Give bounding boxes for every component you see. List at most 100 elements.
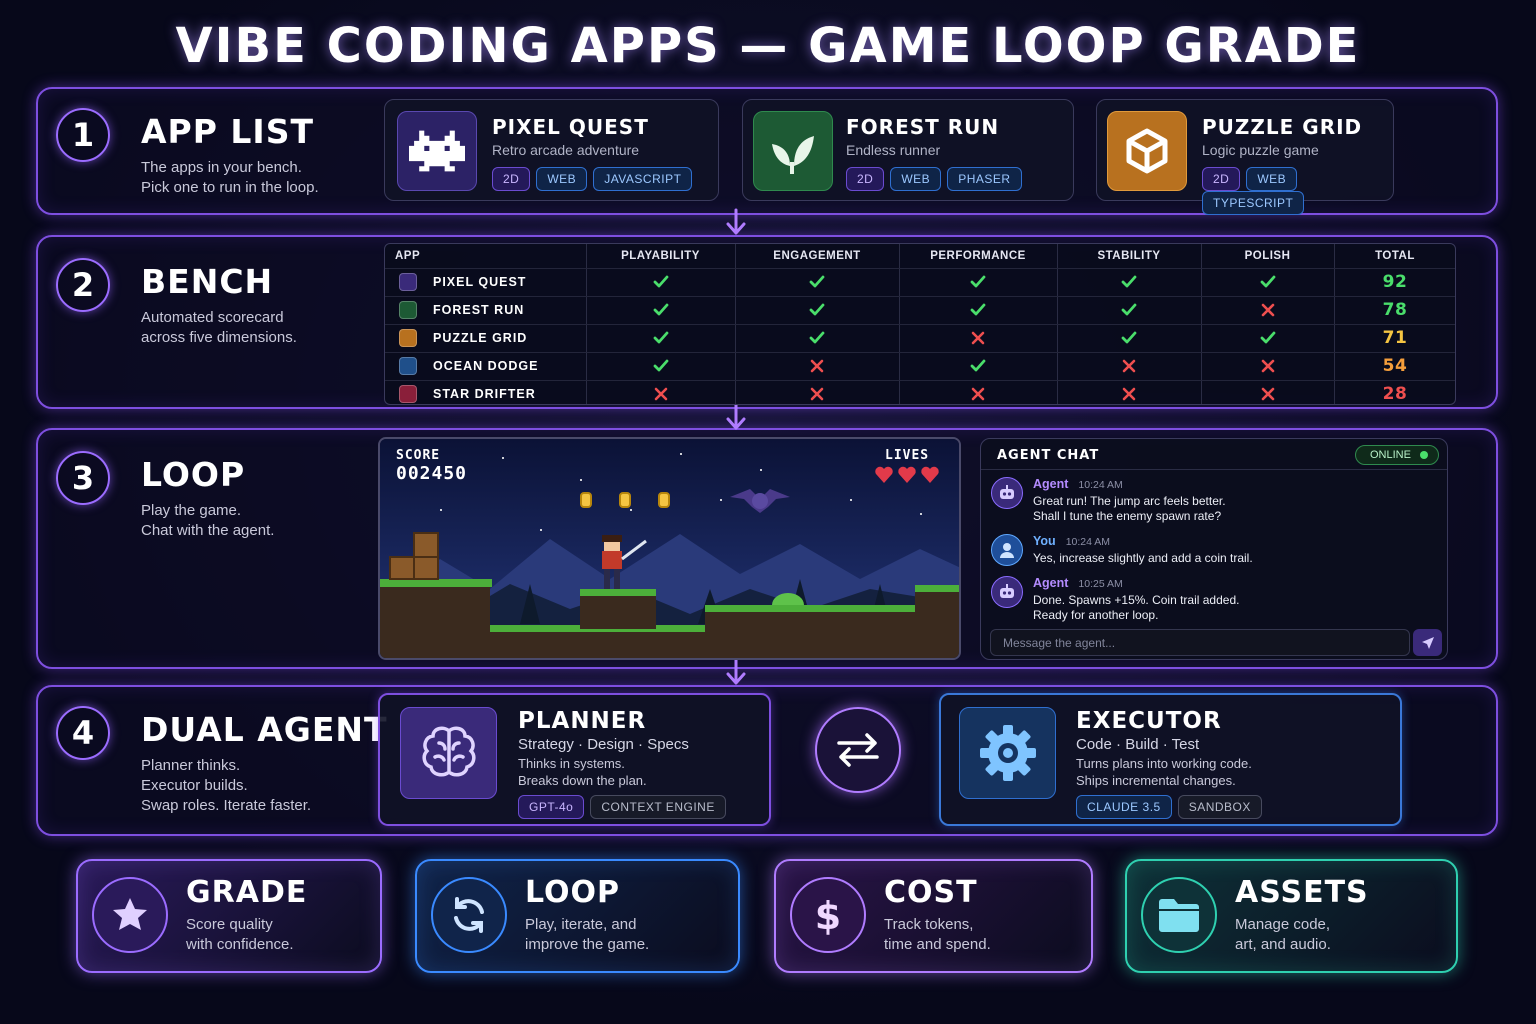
total-score: 78 — [1382, 300, 1408, 320]
lives-label: LIVES — [885, 448, 930, 463]
cross-icon — [971, 387, 985, 401]
agent-icon — [959, 707, 1056, 799]
text-line: Planner thinks. — [141, 757, 241, 774]
tag-list: 2D WEB JAVASCRIPT — [492, 167, 698, 191]
check-icon — [1121, 303, 1137, 316]
score-label: SCORE — [396, 448, 441, 463]
text-line: Automated scorecard — [141, 309, 284, 326]
text-line: Play the game. — [141, 502, 242, 519]
app-subtitle: Logic puzzle game — [1202, 142, 1319, 158]
feature-title: GRADE — [186, 875, 308, 910]
text-line: across five dimensions. — [141, 329, 297, 346]
tag: GPT-4o — [518, 795, 585, 819]
divider — [981, 469, 1447, 470]
section-title: DUAL AGENT — [141, 710, 388, 749]
section-description: Planner thinks. Executor builds. Swap role… — [141, 756, 311, 816]
feature-title: COST — [884, 875, 978, 910]
feature-card[interactable]: $ COST Track tokens, time and spend. — [774, 859, 1093, 973]
text-line: The apps in your bench. — [141, 159, 302, 176]
tag: CLAUDE 3.5 — [1076, 795, 1172, 819]
total-score: 54 — [1382, 356, 1408, 376]
text-line: Play, iterate, and — [525, 916, 637, 933]
agent-card[interactable]: PLANNER Strategy · Design · Specs Thinks… — [378, 693, 771, 826]
chat-message: You 10:24 AM Yes, increase slightly and ad… — [991, 534, 1431, 566]
app-card[interactable]: PIXEL QUEST Retro arcade adventure 2D WEB… — [384, 99, 719, 201]
check-icon — [1260, 331, 1275, 344]
text-line: Done. Spawns +15%. Coin trail added. — [1033, 593, 1240, 607]
bench-table: APP PLAYABILITY ENGAGEMENT PERFORMANCE STABI… — [384, 243, 1456, 405]
message-header: You 10:24 AM — [1033, 534, 1253, 548]
app-icon — [1107, 111, 1187, 191]
avatar — [991, 477, 1023, 509]
check-icon — [653, 303, 668, 316]
score-value: 002450 — [396, 463, 468, 484]
tag: CONTEXT ENGINE — [590, 795, 726, 819]
check-icon — [653, 275, 668, 288]
status-dot — [1420, 451, 1428, 459]
check-icon — [653, 331, 668, 344]
feature-title: LOOP — [525, 875, 621, 910]
tag: 2D — [1202, 167, 1241, 191]
check-icon — [809, 331, 825, 344]
tag: WEB — [1246, 167, 1298, 191]
cross-icon — [810, 359, 824, 373]
row-divider — [385, 324, 1455, 325]
chat-title: AGENT CHAT — [997, 448, 1100, 463]
text-line: with confidence. — [186, 936, 294, 953]
message-text: Done. Spawns +15%. Coin trail added. Read… — [1033, 593, 1239, 623]
row-divider — [385, 352, 1455, 353]
feature-card[interactable]: ASSETS Manage code, art, and audio. — [1125, 859, 1458, 973]
status-pill: ONLINE — [1355, 445, 1439, 465]
section-description: The apps in your bench. Pick one to run i… — [141, 158, 319, 198]
cross-icon — [654, 387, 667, 401]
feature-title: ASSETS — [1235, 875, 1369, 910]
app-icon — [399, 357, 417, 375]
cross-icon — [1122, 387, 1136, 401]
text-line: Track tokens, — [884, 916, 974, 933]
message-header: Agent 10:25 AM — [1033, 576, 1239, 590]
page-title: VIBE CODING APPS — GAME LOOP GRADE — [175, 18, 1361, 74]
send-button[interactable] — [1413, 629, 1442, 656]
feature-lines: Play, iterate, and improve the game. — [525, 915, 649, 955]
message-body: Agent 10:24 AM Great run! The jump arc fee… — [1033, 477, 1226, 524]
app-card[interactable]: PUZZLE GRID Logic puzzle game 2D WEBTYPES… — [1096, 99, 1394, 215]
step-number: 2 — [56, 258, 110, 312]
app-icon — [397, 111, 477, 191]
total-score: 92 — [1382, 272, 1408, 292]
swap-button[interactable] — [815, 707, 901, 793]
check-icon — [1121, 275, 1137, 288]
app-card[interactable]: FOREST RUN Endless runner 2D WEB PHASER — [742, 99, 1074, 201]
avatar — [991, 534, 1023, 566]
text-line: Turns plans into working code. — [1076, 756, 1252, 771]
column-header: PLAYABILITY — [621, 250, 700, 262]
chat-input[interactable]: Message the agent... — [990, 629, 1410, 656]
check-icon — [1260, 275, 1275, 288]
section-title: APP LIST — [141, 112, 314, 151]
text-line: Breaks down the plan. — [518, 773, 647, 788]
text-line: Ready for another loop. — [1033, 608, 1159, 622]
text-line: Yes, increase slightly and add a coin tr… — [1033, 551, 1253, 565]
text-line: Ships incremental changes. — [1076, 773, 1236, 788]
timestamp: 10:24 AM — [1065, 536, 1111, 548]
game-view[interactable]: SCORE 002450 LIVES — [378, 437, 961, 660]
column-header: ENGAGEMENT — [773, 250, 861, 262]
avatar — [991, 576, 1023, 608]
tag-list: GPT-4o CONTEXT ENGINE — [518, 795, 732, 819]
tag-list: CLAUDE 3.5 SANDBOX — [1076, 795, 1268, 819]
feature-card[interactable]: GRADE Score quality with confidence. — [76, 859, 382, 973]
feature-card[interactable]: LOOP Play, iterate, and improve the game. — [415, 859, 740, 973]
text-line: Great run! The jump arc feels better. — [1033, 494, 1226, 508]
text-line: Executor builds. — [141, 777, 248, 794]
app-name: STAR DRIFTER — [433, 387, 536, 401]
tag: PHASER — [947, 167, 1022, 191]
check-icon — [809, 275, 825, 288]
text-line: Swap roles. Iterate faster. — [141, 797, 312, 814]
tag: WEB — [536, 167, 588, 191]
section-title: BENCH — [141, 262, 274, 301]
tag: 2D — [846, 167, 885, 191]
agent-card[interactable]: EXECUTOR Code · Build · Test Turns plans… — [939, 693, 1402, 826]
agent-name: EXECUTOR — [1076, 708, 1222, 734]
app-name: FOREST RUN — [433, 303, 525, 317]
feature-icon — [431, 877, 507, 953]
message-text: Great run! The jump arc feels better. Sha… — [1033, 494, 1226, 524]
